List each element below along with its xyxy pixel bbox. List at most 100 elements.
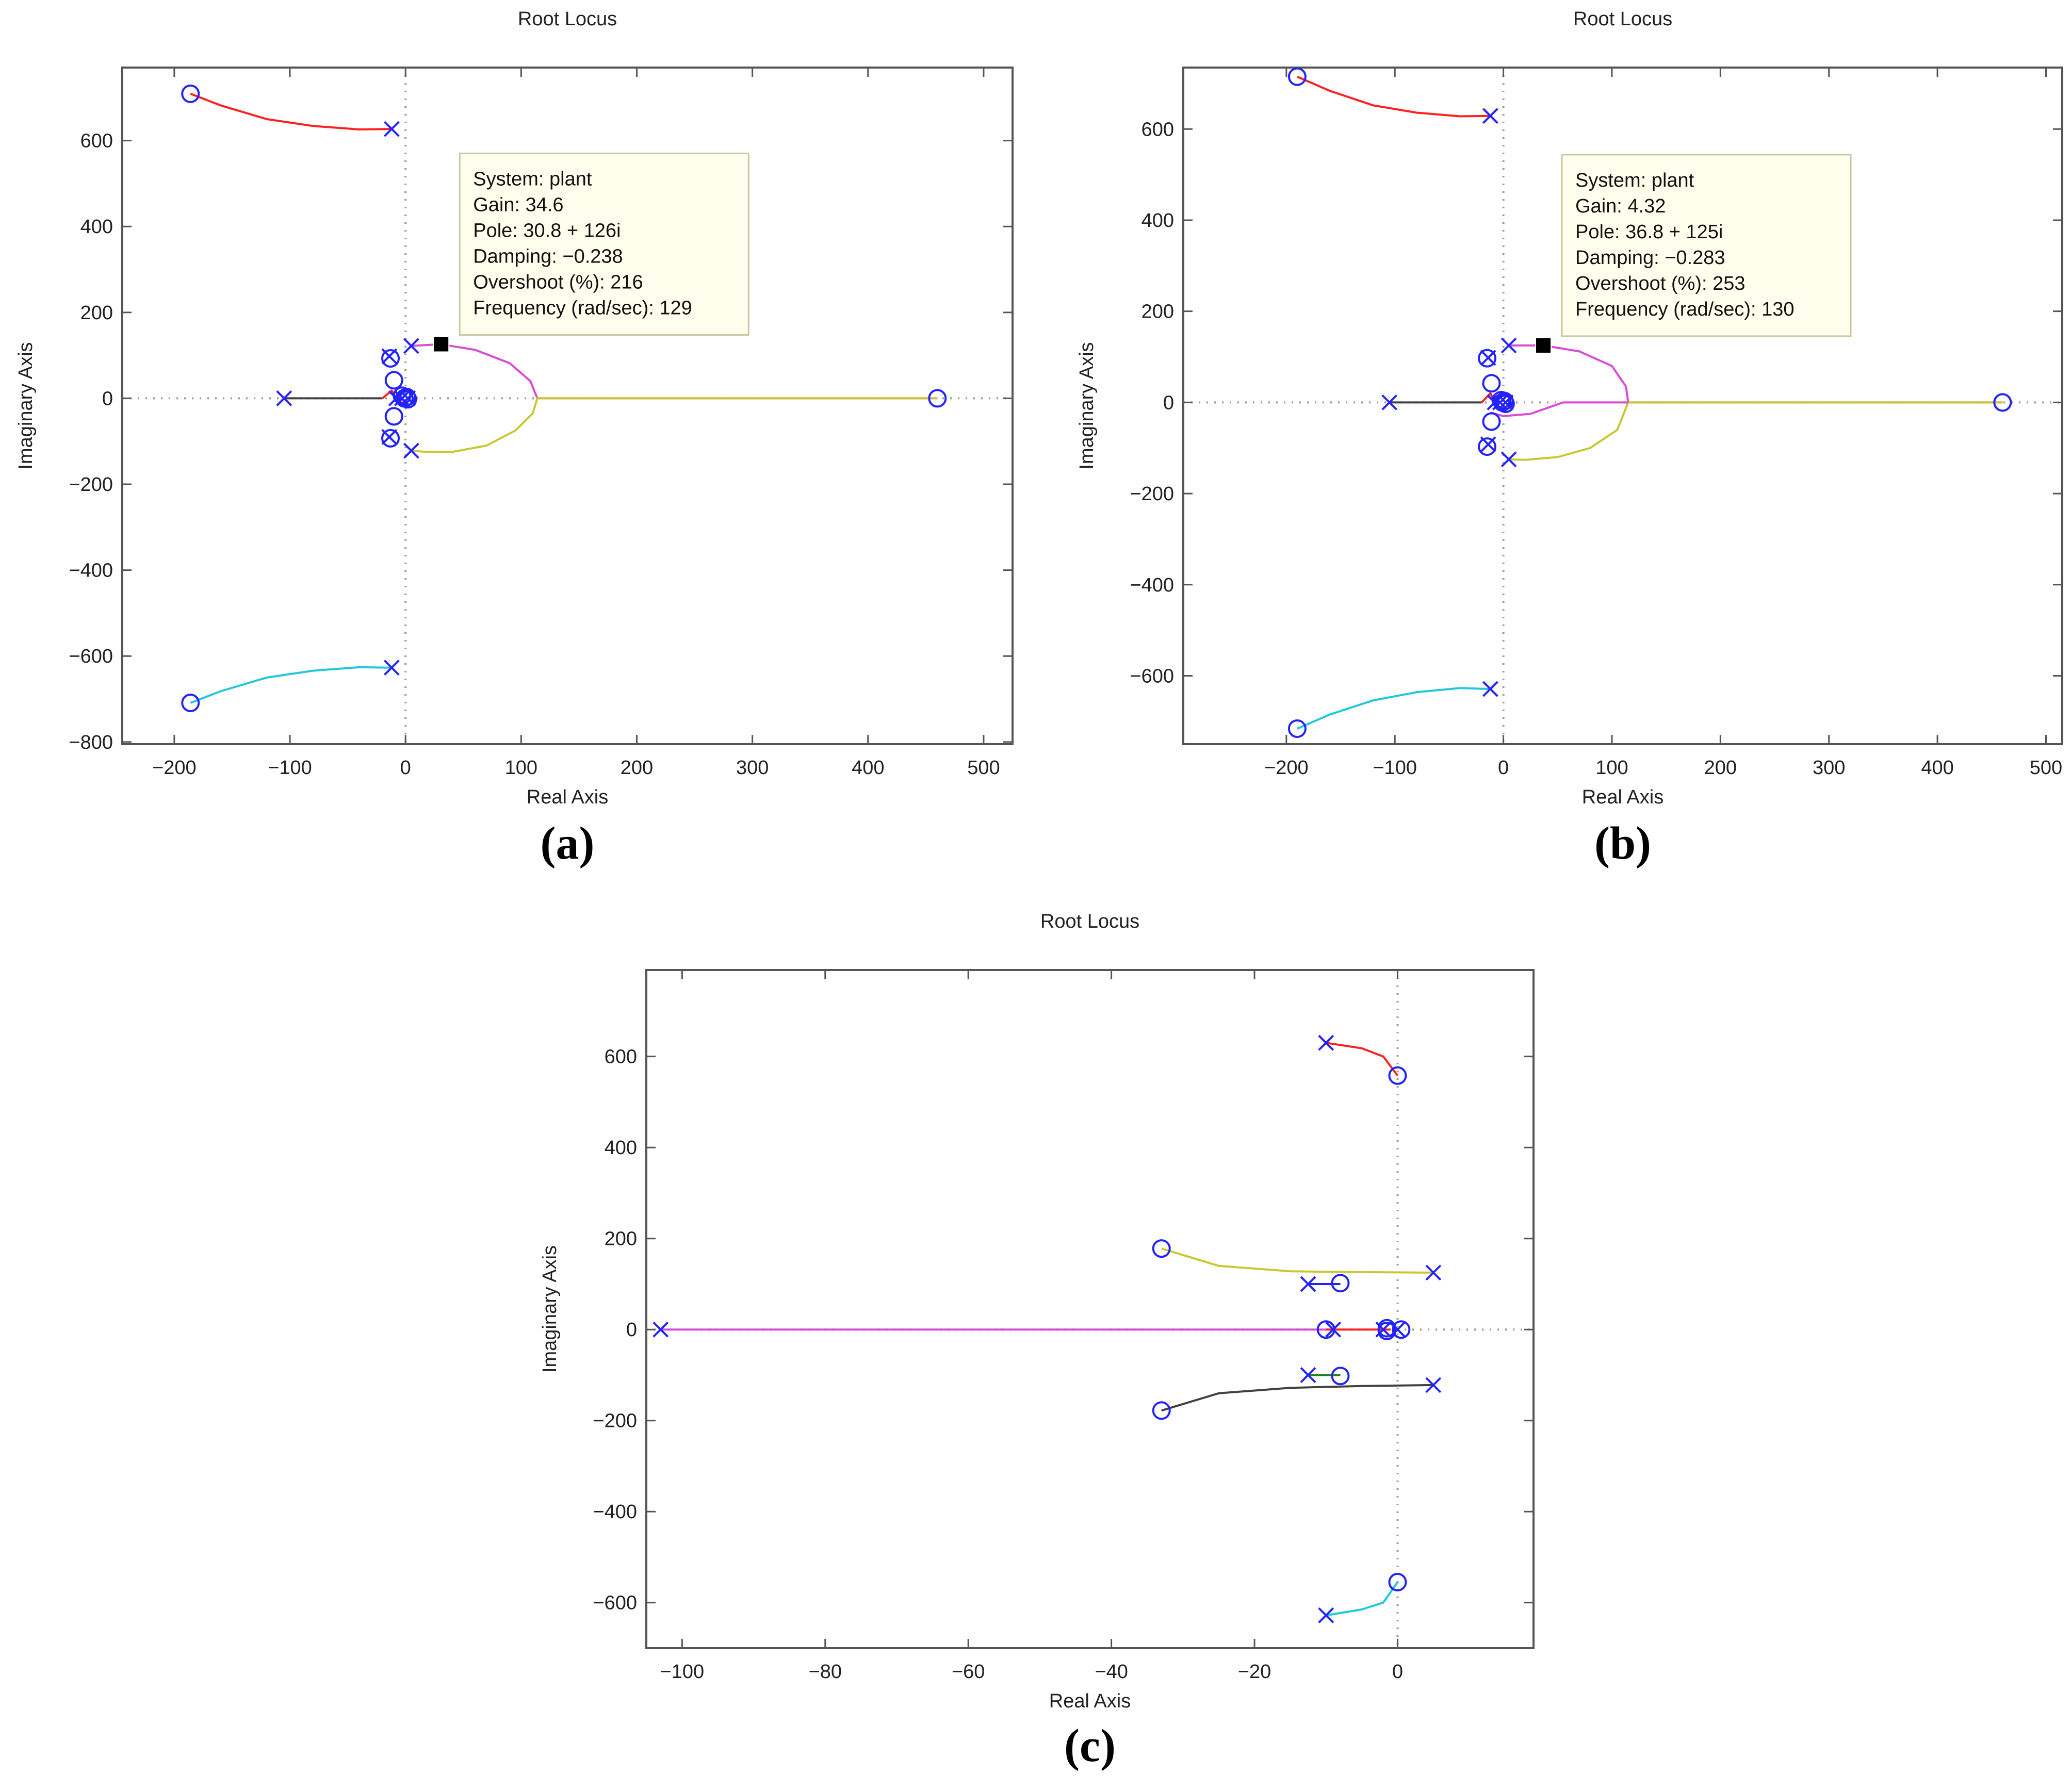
y-tick-label: 200 xyxy=(605,1228,637,1250)
y-tick-label: 0 xyxy=(626,1319,637,1341)
y-tick-label: 600 xyxy=(80,130,113,152)
zero-marker xyxy=(181,694,200,713)
locus-branch xyxy=(190,666,392,704)
chart-title: Root Locus xyxy=(1040,911,1139,932)
y-tick-label: 200 xyxy=(1142,301,1174,323)
y-tick-label: 400 xyxy=(605,1137,637,1159)
caption-open: ( xyxy=(1064,1720,1080,1771)
x-tick-label: 0 xyxy=(400,757,411,779)
y-tick-label: 400 xyxy=(1142,210,1174,232)
x-tick-label: 0 xyxy=(1498,757,1509,779)
plot-frame xyxy=(645,969,1535,1649)
locus-branch xyxy=(1297,687,1491,730)
zero-marker xyxy=(1152,1401,1171,1420)
datatip-line: Frequency (rad/sec): 129 xyxy=(473,297,692,319)
zero-marker xyxy=(1331,1274,1350,1293)
zero-marker xyxy=(928,389,947,408)
pole-marker xyxy=(1501,337,1517,354)
zero-marker xyxy=(1478,437,1497,456)
caption-letter: a xyxy=(556,818,579,869)
x-tick-label: 500 xyxy=(967,757,1000,779)
x-tick-label: 200 xyxy=(621,757,653,779)
y-tick-label: 0 xyxy=(1163,392,1174,414)
x-tick-label: −100 xyxy=(268,757,312,779)
pole-marker xyxy=(383,121,400,137)
zero-marker xyxy=(1316,1320,1335,1339)
zero-marker xyxy=(395,389,414,408)
zero-marker xyxy=(1482,412,1501,431)
pole-marker xyxy=(1300,1276,1316,1292)
y-tick-label: −600 xyxy=(593,1592,637,1614)
caption-open: ( xyxy=(1594,818,1610,869)
datatip-line: System: plant xyxy=(473,168,592,190)
zero-marker xyxy=(1388,1573,1407,1592)
y-axis-label: Imaginary Axis xyxy=(15,342,37,469)
pole-marker xyxy=(1318,1607,1334,1623)
zero-marker xyxy=(384,407,403,426)
x-axis-label: Real Axis xyxy=(1582,786,1664,808)
datatip-line: System: plant xyxy=(1575,170,1694,191)
x-tick-label: −100 xyxy=(660,1661,705,1683)
y-tick-label: −600 xyxy=(1130,665,1174,687)
chart-b: −200 −100 0 100 200 300 400 500 −600 −400 −200 0 200… xyxy=(1076,8,2063,869)
plot-area xyxy=(646,970,1534,1648)
datatip-marker[interactable] xyxy=(1535,337,1552,354)
pole-marker xyxy=(276,390,292,406)
x-axis-label: Real Axis xyxy=(1049,1690,1131,1712)
plot-area xyxy=(1183,68,2062,744)
zero-marker xyxy=(1482,374,1501,393)
caption-close: ) xyxy=(1636,818,1651,869)
datatip-line: Frequency (rad/sec): 130 xyxy=(1575,299,1795,320)
locus-branch xyxy=(1161,1384,1433,1412)
zero-marker xyxy=(381,349,400,368)
datatip-line: Gain: 4.32 xyxy=(1575,195,1666,217)
pole-marker xyxy=(403,338,419,354)
zero-marker xyxy=(1493,393,1512,412)
locus-branch xyxy=(1326,1042,1399,1076)
chart-c: −100 −80 −60 −40 −20 0−600−400−2000200400600R… xyxy=(539,911,1535,1771)
caption-open: ( xyxy=(541,818,556,869)
y-tick-label: −600 xyxy=(69,646,113,667)
x-tick-label: 300 xyxy=(1813,757,1845,779)
locus-branch xyxy=(411,397,938,453)
pole-marker xyxy=(1325,1321,1342,1338)
x-tick-label: 0 xyxy=(1392,1661,1403,1683)
datatip-line: Overshoot (%): 253 xyxy=(1575,273,1745,294)
caption-letter: c xyxy=(1080,1720,1100,1771)
y-axis-label: Imaginary Axis xyxy=(1076,342,1098,469)
panel-caption: (c) xyxy=(1064,1720,1116,1771)
zero-marker xyxy=(384,371,403,390)
x-tick-label: −40 xyxy=(1095,1661,1128,1683)
caption-close: ) xyxy=(579,818,595,869)
zero-marker xyxy=(381,429,400,448)
pole-marker xyxy=(1425,1264,1442,1281)
datatip-marker[interactable] xyxy=(433,336,450,353)
datatip-line: Pole: 30.8 + 126i xyxy=(473,220,621,241)
pole-marker xyxy=(653,1321,669,1338)
x-tick-label: 100 xyxy=(1595,757,1628,779)
pole-marker xyxy=(1501,451,1517,468)
y-tick-label: −800 xyxy=(69,732,113,753)
zero-marker xyxy=(1331,1367,1350,1386)
x-tick-label: −100 xyxy=(1373,757,1417,779)
caption-close: ) xyxy=(1100,1720,1116,1771)
zero-marker xyxy=(181,84,200,103)
y-tick-label: −200 xyxy=(593,1410,637,1432)
x-tick-label: 100 xyxy=(505,757,537,779)
y-tick-label: 400 xyxy=(80,216,113,238)
locus-branch xyxy=(1490,401,1628,417)
x-tick-label: 500 xyxy=(2030,757,2062,779)
pole-marker xyxy=(1425,1377,1442,1393)
pole-marker xyxy=(1300,1367,1316,1383)
zero-marker xyxy=(1392,1320,1411,1339)
y-tick-label: 0 xyxy=(102,388,113,409)
y-tick-label: 200 xyxy=(80,302,113,324)
x-axis-label: Real Axis xyxy=(527,786,608,808)
zero-marker xyxy=(1478,349,1497,368)
datatip-line: Gain: 34.6 xyxy=(473,194,563,216)
x-tick-label: −200 xyxy=(152,757,197,779)
y-tick-label: −200 xyxy=(1130,483,1174,505)
pole-marker xyxy=(403,442,419,459)
x-tick-label: −200 xyxy=(1264,757,1309,779)
pole-marker xyxy=(1482,681,1498,697)
